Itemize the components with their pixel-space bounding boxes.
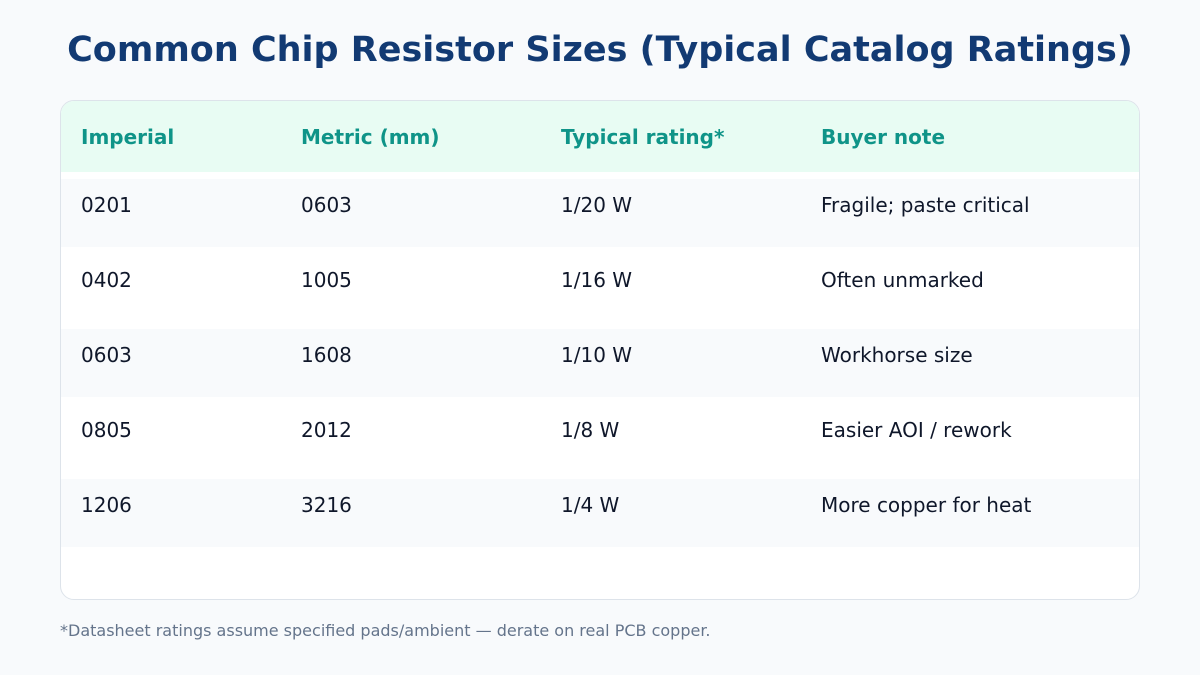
cell-typical-rating: 1/10 W bbox=[561, 343, 633, 367]
cell-buyer-note: Often unmarked bbox=[821, 268, 984, 292]
cell-typical-rating: 1/8 W bbox=[561, 418, 620, 442]
cell-typical-rating: 1/4 W bbox=[561, 493, 620, 517]
footnote: *Datasheet ratings assume specified pads… bbox=[60, 621, 711, 640]
cell-buyer-note: Easier AOI / rework bbox=[821, 418, 1012, 442]
cell-imperial: 1206 bbox=[81, 493, 132, 517]
cell-metric: 3216 bbox=[301, 493, 352, 517]
cell-metric: 1608 bbox=[301, 343, 352, 367]
table-row: 0201 0603 1/20 W Fragile; paste critical bbox=[61, 179, 1139, 247]
cell-typical-rating: 1/20 W bbox=[561, 193, 633, 217]
cell-metric: 2012 bbox=[301, 418, 352, 442]
page-title: Common Chip Resistor Sizes (Typical Cata… bbox=[67, 30, 1133, 70]
cell-imperial: 0805 bbox=[81, 418, 132, 442]
cell-buyer-note: Workhorse size bbox=[821, 343, 973, 367]
resistor-size-table: Imperial Metric (mm) Typical rating* Buy… bbox=[60, 100, 1140, 600]
table-row: 0402 1005 1/16 W Often unmarked bbox=[61, 247, 1139, 329]
cell-imperial: 0402 bbox=[81, 268, 132, 292]
cell-buyer-note: More copper for heat bbox=[821, 493, 1032, 517]
cell-metric: 1005 bbox=[301, 268, 352, 292]
table-header: Imperial Metric (mm) Typical rating* Buy… bbox=[61, 101, 1139, 172]
cell-typical-rating: 1/16 W bbox=[561, 268, 633, 292]
cell-metric: 0603 bbox=[301, 193, 352, 217]
cell-buyer-note: Fragile; paste critical bbox=[821, 193, 1030, 217]
cell-imperial: 0603 bbox=[81, 343, 132, 367]
table-row: 1206 3216 1/4 W More copper for heat bbox=[61, 479, 1139, 547]
cell-imperial: 0201 bbox=[81, 193, 132, 217]
header-metric: Metric (mm) bbox=[301, 125, 440, 149]
header-imperial: Imperial bbox=[81, 125, 175, 149]
table-row: 0805 2012 1/8 W Easier AOI / rework bbox=[61, 397, 1139, 479]
table-row: 0603 1608 1/10 W Workhorse size bbox=[61, 329, 1139, 397]
header-buyer-note: Buyer note bbox=[821, 125, 946, 149]
header-typical-rating: Typical rating* bbox=[561, 125, 725, 149]
